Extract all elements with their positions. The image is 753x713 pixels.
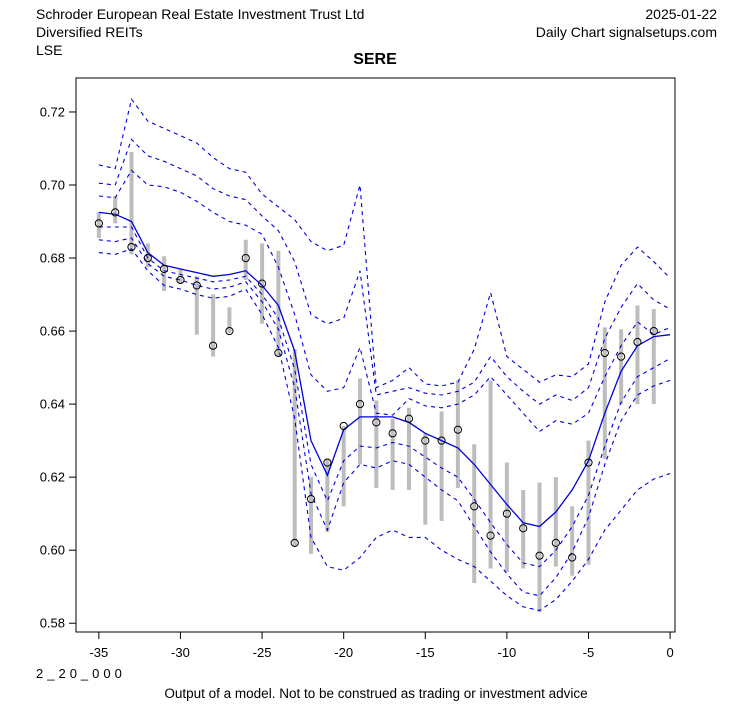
close-marker xyxy=(453,425,463,434)
close-marker xyxy=(470,502,479,511)
quantile-line-upper-quantile-2 xyxy=(98,138,671,405)
plot-frame xyxy=(75,77,676,633)
y-tick-label: 0.66 xyxy=(40,324,65,339)
close-marker xyxy=(209,341,218,350)
model-id-label: 2_20_000 xyxy=(36,666,126,681)
ticker-title: SERE xyxy=(353,51,397,68)
close-marker xyxy=(192,281,201,290)
close-marker xyxy=(421,436,430,445)
close-marker xyxy=(584,458,593,467)
company-name: Schroder European Real Estate Investment… xyxy=(36,6,364,22)
sector-label: Diversified REITs xyxy=(36,24,143,40)
close-markers xyxy=(94,208,658,562)
close-marker xyxy=(649,326,658,336)
close-marker xyxy=(274,348,283,358)
close-marker xyxy=(111,208,120,217)
y-tick-label: 0.70 xyxy=(40,178,65,193)
median-line xyxy=(98,211,671,528)
y-tick-label: 0.62 xyxy=(40,470,65,485)
quantile-line-lower-quantile-2 xyxy=(98,237,671,597)
x-tick-label: -15 xyxy=(416,645,435,660)
disclaimer-text: Output of a model. Not to be construed a… xyxy=(164,686,587,701)
x-tick-label: -35 xyxy=(89,645,108,660)
y-tick-label: 0.64 xyxy=(40,397,65,412)
plot-content: 0.58 0.60 0.62 0.64 0.66 0.68 0.70 0.72 -35 -30 -2… xyxy=(40,77,676,660)
x-axis-ticks: -35 -30 -25 -20 -15 -10 -5 0 xyxy=(89,632,674,660)
x-tick-label: -20 xyxy=(334,645,353,660)
quantile-line-upper-quantile-1 xyxy=(98,169,671,433)
close-marker xyxy=(600,348,609,358)
chart-source: Daily Chart signalsetups.com xyxy=(536,24,717,40)
x-tick-label: -30 xyxy=(171,645,190,660)
y-axis-ticks: 0.58 0.60 0.62 0.64 0.66 0.68 0.70 0.72 xyxy=(40,104,76,631)
x-tick-label: -10 xyxy=(497,645,516,660)
chart-date: 2025-01-22 xyxy=(645,6,717,22)
close-marker xyxy=(160,264,169,274)
close-marker xyxy=(633,337,642,347)
close-marker xyxy=(225,326,234,336)
quantile-line-lower-quantile-3 xyxy=(98,248,671,612)
close-marker xyxy=(519,524,528,533)
close-marker xyxy=(306,494,316,504)
close-marker xyxy=(176,275,185,285)
x-tick-label: 0 xyxy=(666,645,673,660)
close-marker xyxy=(355,400,365,409)
close-marker xyxy=(535,551,544,560)
close-marker xyxy=(617,352,626,361)
close-marker xyxy=(568,553,577,562)
close-marker xyxy=(339,421,348,431)
close-marker xyxy=(437,436,446,445)
y-tick-label: 0.58 xyxy=(40,616,65,631)
close-marker xyxy=(257,279,267,288)
close-marker xyxy=(127,242,136,252)
x-tick-label: -5 xyxy=(583,645,595,660)
close-marker xyxy=(551,538,560,547)
y-tick-label: 0.68 xyxy=(40,251,65,266)
close-marker xyxy=(388,429,397,438)
close-marker xyxy=(502,509,511,518)
y-tick-label: 0.60 xyxy=(40,543,65,558)
close-marker xyxy=(241,253,250,263)
y-tick-label: 0.72 xyxy=(40,104,65,119)
x-tick-label: -25 xyxy=(253,645,272,660)
close-marker xyxy=(94,219,103,228)
exchange-label: LSE xyxy=(36,42,62,58)
close-marker xyxy=(143,253,152,263)
quantile-line-upper-quantile-3 xyxy=(98,97,671,389)
close-marker xyxy=(372,418,381,427)
close-marker xyxy=(404,414,414,423)
quantile-line-lower-quantile-1 xyxy=(98,226,671,568)
close-marker xyxy=(486,531,495,540)
close-marker xyxy=(290,538,299,547)
close-marker xyxy=(323,458,332,467)
